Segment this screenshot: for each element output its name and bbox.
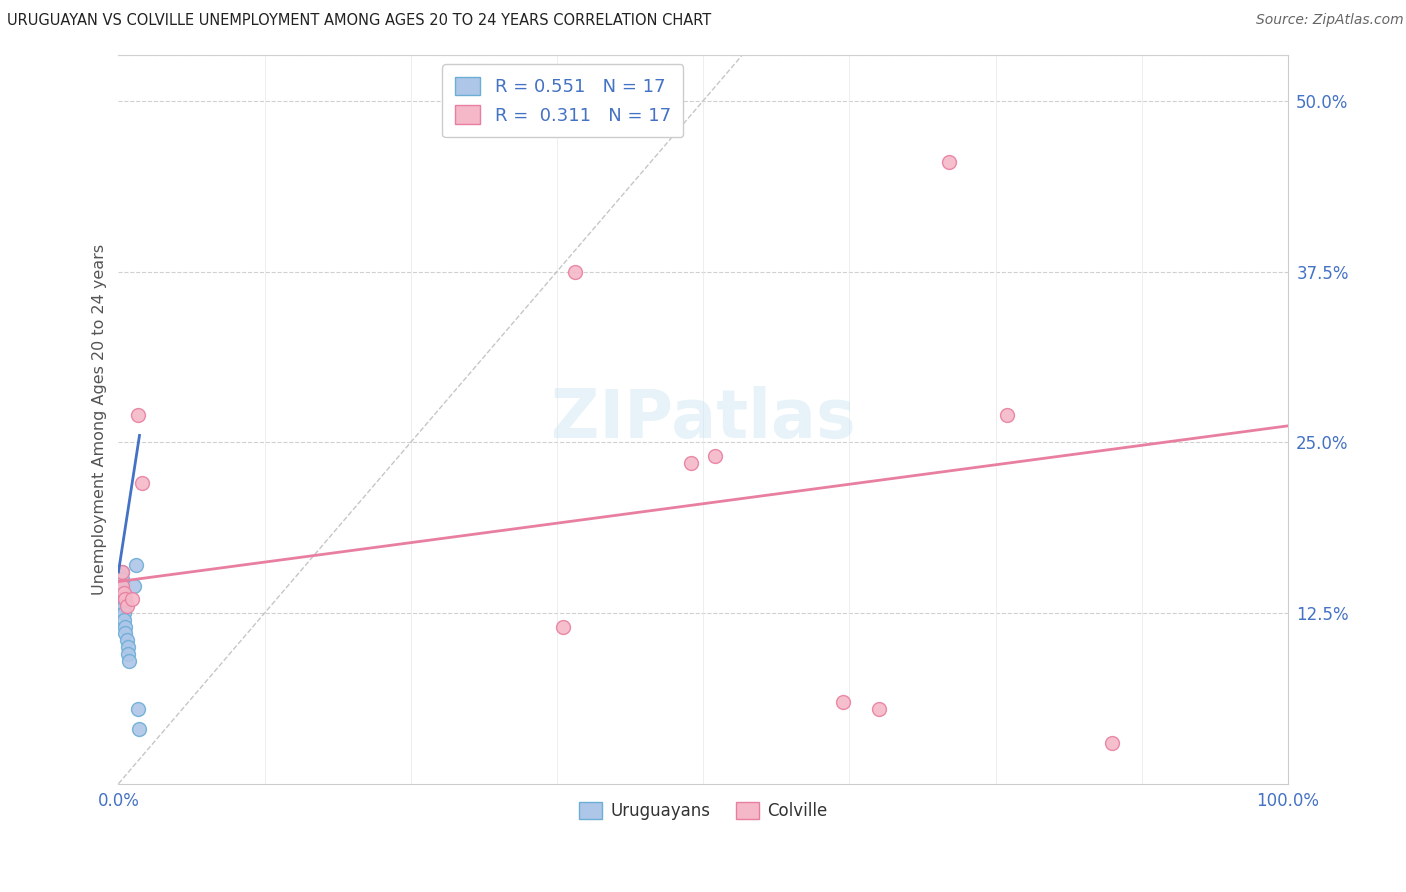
Point: [868, 701, 890, 715]
Point: [125, 558, 148, 573]
Point: [995, 408, 1018, 422]
Point: [117, 647, 139, 661]
Point: [551, 620, 574, 634]
Point: [1101, 736, 1123, 750]
Y-axis label: Unemployment Among Ages 20 to 24 years: Unemployment Among Ages 20 to 24 years: [93, 244, 107, 595]
Point: [112, 585, 135, 599]
Text: URUGUAYAN VS COLVILLE UNEMPLOYMENT AMONG AGES 20 TO 24 YEARS CORRELATION CHART: URUGUAYAN VS COLVILLE UNEMPLOYMENT AMONG…: [7, 13, 711, 29]
Point: [111, 572, 134, 586]
Point: [121, 592, 143, 607]
Point: [115, 633, 138, 648]
Point: [117, 640, 139, 654]
Point: [832, 695, 855, 709]
Point: [115, 599, 138, 614]
Point: [111, 579, 134, 593]
Point: [938, 155, 960, 169]
Point: [111, 565, 134, 579]
Legend: Uruguayans, Colville: Uruguayans, Colville: [572, 795, 834, 826]
Point: [112, 613, 135, 627]
Point: [114, 592, 136, 607]
Point: [131, 476, 153, 491]
Point: [112, 592, 135, 607]
Point: [681, 456, 703, 470]
Point: [118, 654, 141, 668]
Point: [564, 264, 586, 278]
Point: [112, 599, 135, 614]
Point: [128, 722, 150, 736]
Point: [112, 585, 135, 599]
Point: [114, 626, 136, 640]
Text: Source: ZipAtlas.com: Source: ZipAtlas.com: [1256, 13, 1403, 28]
Point: [112, 606, 135, 620]
Point: [114, 620, 136, 634]
Point: [703, 449, 725, 463]
Text: ZIPatlas: ZIPatlas: [551, 386, 855, 452]
Point: [127, 408, 149, 422]
Point: [127, 701, 149, 715]
Point: [111, 565, 134, 579]
Point: [122, 579, 145, 593]
